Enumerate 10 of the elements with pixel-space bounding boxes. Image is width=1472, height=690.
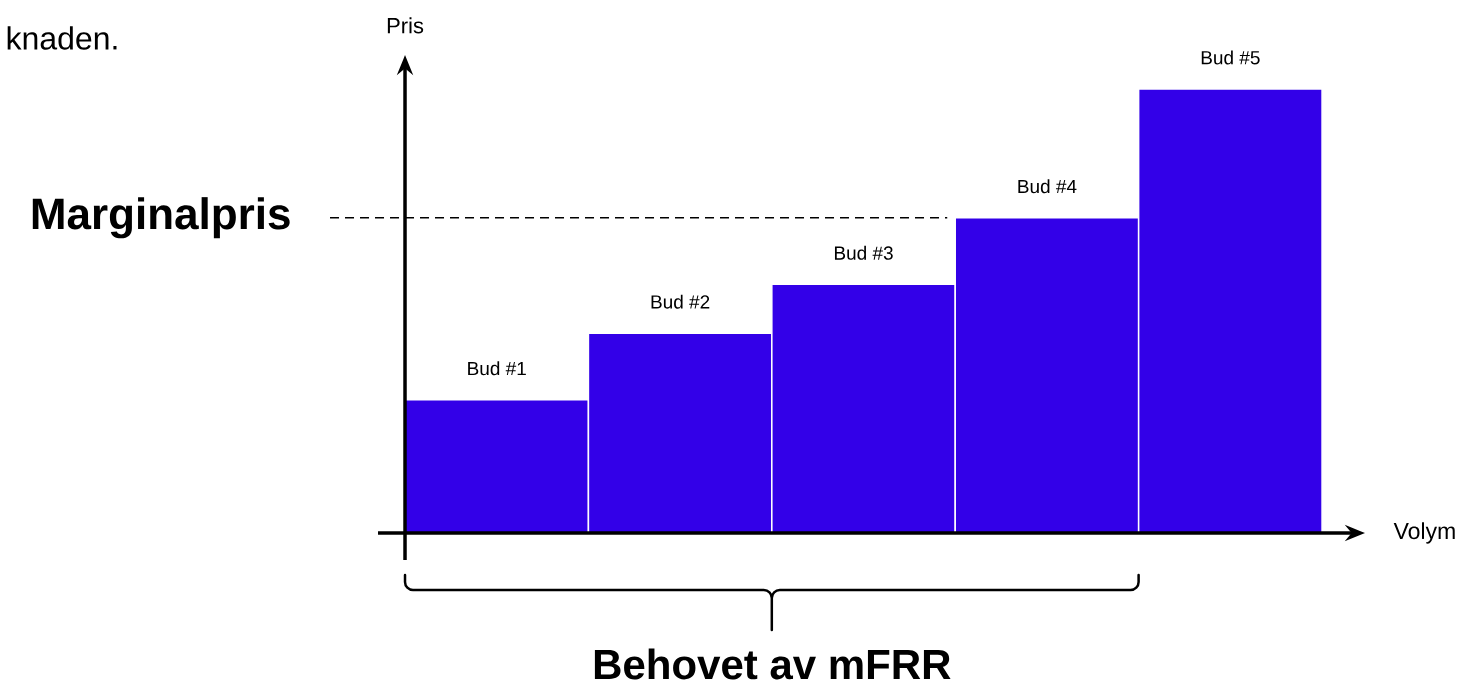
- ref-line-label: Marginalpris: [32, 197, 290, 239]
- x-tick-label: Bud #5: [1201, 50, 1260, 65]
- x-tick-label: Bud #2: [651, 294, 710, 309]
- y-axis-title: Pris: [387, 17, 424, 34]
- x-tick-label: Bud #3: [834, 245, 893, 260]
- text: knaden.: [7, 26, 117, 50]
- x-tick-label: Bud #1: [468, 361, 526, 376]
- text: Behovet av mFRR: [594, 648, 951, 680]
- x-tick-label: Bud #4: [1018, 179, 1077, 194]
- x-axis-title: Volym: [1393, 522, 1455, 544]
